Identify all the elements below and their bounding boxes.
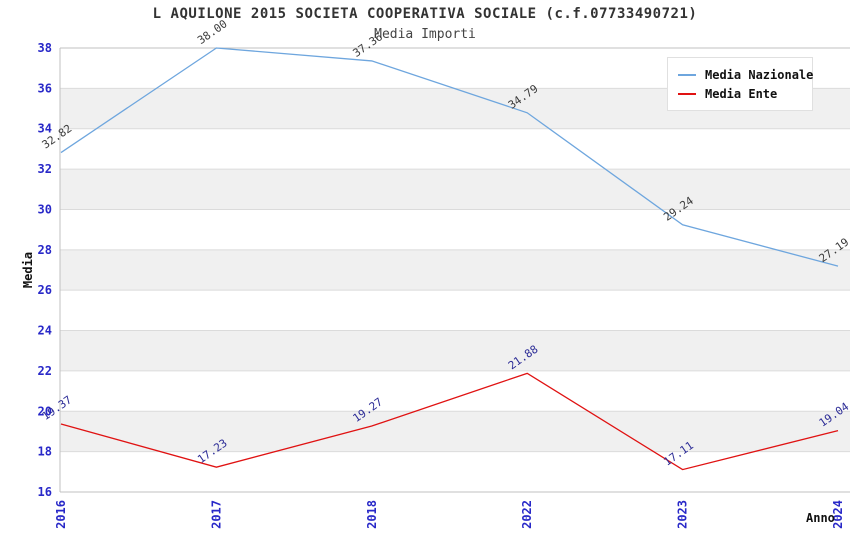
plot-band xyxy=(60,249,850,291)
y-tick-label: 22 xyxy=(38,364,52,378)
legend-swatch-blue xyxy=(678,73,696,76)
y-tick-label: 32 xyxy=(38,162,52,176)
legend-item-media-ente: Media Ente xyxy=(678,84,802,103)
y-tick-label: 26 xyxy=(38,283,52,297)
y-tick-label: 20 xyxy=(38,404,52,418)
y-tick-label: 16 xyxy=(38,485,52,499)
y-tick-label: 18 xyxy=(38,445,52,459)
y-tick-label: 28 xyxy=(38,243,52,257)
series-line-media-nazionale xyxy=(60,47,839,267)
legend-label: Media Nazionale xyxy=(705,67,814,82)
plot-band xyxy=(60,451,850,492)
plot-band xyxy=(60,128,850,170)
x-axis-label: Anno xyxy=(806,511,835,525)
x-tick-label: 2017 xyxy=(209,500,223,529)
legend: Media Nazionale Media Ente xyxy=(667,57,813,111)
plot-band xyxy=(60,330,850,371)
x-tick-label: 2016 xyxy=(54,500,68,529)
x-tick-label: 2022 xyxy=(520,500,534,529)
y-tick-label: 38 xyxy=(38,41,52,55)
plot-band xyxy=(60,411,850,452)
legend-item-media-nazionale: Media Nazionale xyxy=(678,65,813,84)
plot-band xyxy=(60,370,850,412)
y-axis-label: Media xyxy=(21,251,35,289)
plot-band xyxy=(60,209,850,250)
y-tick-label: 30 xyxy=(38,202,52,216)
plot-band xyxy=(60,290,850,331)
y-tick-label: 24 xyxy=(38,324,52,338)
x-tick-label: 2018 xyxy=(365,500,379,529)
x-tick-label: 2024 xyxy=(831,500,845,529)
legend-swatch-red xyxy=(678,92,696,95)
point-label: 38.00 xyxy=(195,17,230,47)
legend-label: Media Ente xyxy=(705,86,778,101)
chart-subtitle: Media Importi xyxy=(374,27,476,42)
x-tick-label: 2023 xyxy=(676,500,690,529)
plot-band xyxy=(60,169,850,210)
series-line-media-ente xyxy=(60,372,839,471)
y-tick-label: 34 xyxy=(38,122,52,136)
y-tick-label: 36 xyxy=(38,81,52,95)
chart-title: L AQUILONE 2015 SOCIETA COOPERATIVA SOCI… xyxy=(152,6,698,22)
